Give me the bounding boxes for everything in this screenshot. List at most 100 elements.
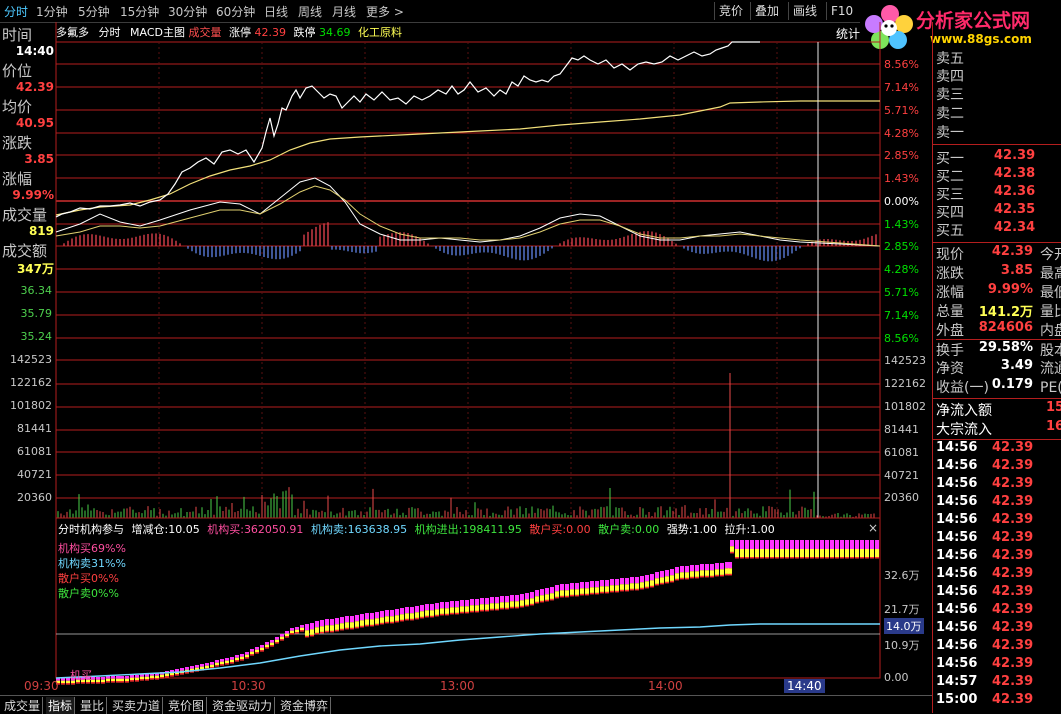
inst-buy-bar	[710, 575, 714, 578]
quote-label: 涨幅	[936, 285, 964, 301]
draw-line-button[interactable]: 画线	[788, 2, 821, 20]
stats-button[interactable]: 统计	[836, 27, 861, 41]
tab-60min[interactable]: 60分钟	[216, 5, 256, 19]
inst-buy-bar	[355, 626, 359, 629]
inst-buy-bar	[420, 616, 424, 619]
inst-buy-bar	[290, 628, 294, 631]
item-value: 362050.91	[243, 523, 304, 536]
change-label: 涨跌	[2, 134, 33, 152]
inst-buy-bar	[450, 601, 454, 608]
inst-buy-bar	[295, 629, 299, 633]
inst-buy-bar	[61, 680, 65, 684]
tab-intraday[interactable]: 分时	[4, 5, 29, 19]
inst-buy-bar	[300, 630, 304, 632]
tab-capital-drive[interactable]: 资金驱动力	[210, 697, 276, 714]
inst-buy-bar	[245, 657, 249, 659]
overlay-button[interactable]: 叠加	[750, 2, 783, 20]
inst-buy-bar	[870, 540, 874, 549]
inst-buy-bar	[101, 682, 105, 684]
inst-buy-bar	[400, 614, 404, 620]
inst-buy-bar	[120, 678, 124, 682]
inst-buy-bar	[335, 624, 339, 630]
inst-buy-bar	[330, 625, 334, 631]
tab-volume-ratio[interactable]: 量比	[78, 697, 108, 714]
close-icon[interactable]: ×	[868, 521, 879, 535]
tick-list[interactable]: 14:56 42.39 14:56 42.39 14:56 42.39 14:56 42.39…	[932, 440, 1061, 710]
inst-buy-bar	[710, 570, 714, 576]
inst-buy-bar	[615, 579, 619, 586]
tab-1min[interactable]: 1分钟	[36, 5, 68, 19]
tick-price: 42.39	[992, 476, 1034, 491]
lower-tick: 0.00	[884, 671, 909, 684]
inst-buy-bar	[825, 540, 829, 549]
intraday-chart[interactable]	[0, 0, 932, 695]
inst-buy-bar	[560, 584, 564, 591]
tab-capital-game[interactable]: 资金博弈	[278, 697, 332, 714]
inst-buy-bar	[615, 590, 619, 593]
tick-price: 42.39	[992, 602, 1034, 617]
tick-time: 14:56	[936, 476, 978, 491]
inst-buy-bar	[605, 586, 609, 592]
inst-buy-bar	[750, 540, 754, 549]
inst-buy-bar	[740, 557, 744, 559]
tab-5min[interactable]: 5分钟	[78, 5, 110, 19]
f10-button[interactable]: F10	[826, 2, 857, 20]
pct-tick: 7.14%	[884, 309, 919, 322]
inst-buy-bar	[101, 677, 105, 680]
inst-buy-bar	[300, 625, 304, 628]
item-label: 机构卖:	[310, 523, 348, 536]
inst-buy-bar	[345, 622, 349, 628]
time-tick: 14:00	[648, 679, 683, 693]
vol-tick: 40721	[17, 468, 52, 481]
inst-buy-bar	[875, 540, 879, 549]
buy-level-1: 买一 42.39	[936, 148, 1061, 167]
buy-price: 42.36	[994, 184, 1036, 199]
tab-volume[interactable]: 成交量	[2, 697, 44, 714]
tick-time: 14:56	[936, 458, 978, 473]
inst-buy-bar	[130, 675, 134, 678]
inst-buy-bar	[395, 609, 399, 616]
inst-buy-bar	[56, 678, 60, 681]
inst-buy-bar	[740, 540, 744, 549]
inst-buy-bar	[265, 647, 269, 649]
inst-buy-bar	[520, 594, 524, 601]
quote-value: 141.2万	[978, 305, 1033, 320]
tab-indicator[interactable]: 指标	[46, 697, 76, 714]
tab-buy-sell-force[interactable]: 买卖力道	[110, 697, 164, 714]
inst-buy-bar	[160, 677, 164, 679]
inst-buy-bar	[380, 622, 384, 625]
inst-buy-bar	[530, 603, 534, 606]
tab-auction[interactable]: 竞价图	[166, 697, 208, 714]
inst-buy-bar	[320, 631, 324, 634]
legend-retail-sell: 散户卖0%%	[58, 587, 119, 600]
indicator-name[interactable]: MACD主图	[130, 26, 185, 39]
inst-buy-bar	[255, 652, 259, 654]
flow-label: 大宗流入	[936, 422, 992, 438]
inst-buy-bar	[770, 549, 774, 557]
tab-more[interactable]: 更多 >	[366, 5, 404, 19]
inst-buy-bar	[435, 603, 439, 610]
quote-extra-label: 最低	[1040, 285, 1061, 301]
sector-name[interactable]: 化工原料	[357, 26, 402, 39]
inst-buy-bar	[550, 587, 554, 594]
tab-15min[interactable]: 15分钟	[120, 5, 160, 19]
tick-time: 14:56	[936, 656, 978, 671]
inst-buy-bar	[555, 585, 559, 592]
vol-tick: 40721	[884, 469, 919, 482]
inst-buy-bar	[715, 569, 719, 575]
tick-row: 14:56 42.39	[936, 566, 1061, 584]
inst-buy-bar	[425, 604, 429, 611]
tab-weekly[interactable]: 周线	[298, 5, 323, 19]
tab-monthly[interactable]: 月线	[332, 5, 357, 19]
average-price-line	[55, 100, 880, 216]
inst-buy-bar	[225, 660, 229, 664]
bid-button[interactable]: 竞价	[714, 2, 747, 20]
inst-buy-bar	[91, 682, 95, 684]
inst-buy-bar	[365, 624, 369, 627]
tab-30min[interactable]: 30分钟	[168, 5, 208, 19]
inst-buy-bar	[101, 679, 105, 683]
tab-daily[interactable]: 日线	[264, 5, 289, 19]
tick-row: 14:56 42.39	[936, 476, 1061, 494]
inst-buy-bar	[860, 549, 864, 557]
vol-label: 成交量	[188, 26, 222, 39]
